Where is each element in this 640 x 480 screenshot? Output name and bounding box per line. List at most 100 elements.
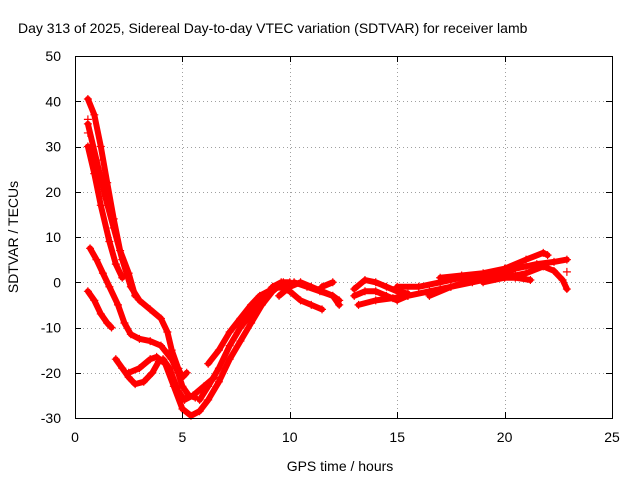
data-point xyxy=(146,337,155,346)
data-point xyxy=(225,328,234,337)
data-point xyxy=(522,269,531,278)
data-point xyxy=(126,330,135,339)
data-point xyxy=(135,296,144,305)
series-arc-1 xyxy=(83,94,140,300)
data-point xyxy=(328,278,337,287)
series-arc-3 xyxy=(83,119,191,382)
data-point xyxy=(118,364,127,373)
data-point xyxy=(161,359,170,368)
data-point xyxy=(550,266,559,275)
data-point xyxy=(393,282,402,291)
data-point xyxy=(86,244,95,253)
data-point xyxy=(146,305,155,314)
data-point xyxy=(255,291,264,300)
data-point xyxy=(371,287,380,296)
data-point xyxy=(92,255,101,264)
data-point xyxy=(195,407,204,416)
data-point xyxy=(204,395,213,404)
data-point xyxy=(382,282,391,291)
data-point xyxy=(103,318,112,327)
data-point xyxy=(152,352,161,361)
data-point xyxy=(92,156,101,165)
data-point xyxy=(436,273,445,282)
x-axis-label: GPS time / hours xyxy=(287,458,394,474)
data-point xyxy=(526,275,535,284)
y-tick-label: 0 xyxy=(53,274,61,290)
data-point xyxy=(195,395,204,404)
data-point xyxy=(543,251,552,260)
data-point xyxy=(446,282,455,291)
series-arc-5 xyxy=(83,287,116,332)
data-point xyxy=(178,382,187,391)
data-point xyxy=(539,262,548,271)
series-trace xyxy=(319,279,336,290)
data-point xyxy=(500,273,509,282)
data-point xyxy=(285,282,294,291)
series-arc-18 xyxy=(436,248,552,282)
data-point xyxy=(403,291,412,300)
data-point xyxy=(163,328,172,337)
series-arc-9 xyxy=(204,282,327,368)
data-point xyxy=(225,355,234,364)
data-point xyxy=(214,346,223,355)
data-point xyxy=(83,115,92,124)
data-point xyxy=(139,377,148,386)
data-point xyxy=(148,368,157,377)
data-point xyxy=(360,287,369,296)
series-arc-12 xyxy=(318,278,337,291)
data-point xyxy=(371,296,380,305)
series-group xyxy=(83,94,571,420)
data-point xyxy=(247,318,256,327)
data-point xyxy=(83,287,92,296)
data-point xyxy=(174,368,183,377)
data-point xyxy=(111,355,120,364)
data-point xyxy=(414,282,423,291)
data-point xyxy=(90,296,99,305)
x-tick-label: 20 xyxy=(497,429,513,445)
data-point xyxy=(275,282,284,291)
data-point xyxy=(318,305,327,314)
data-point xyxy=(479,269,488,278)
data-point xyxy=(204,359,213,368)
data-point xyxy=(111,260,120,269)
data-point xyxy=(558,275,567,284)
y-tick-labels: -30 -20 -10 0 10 20 30 40 50 xyxy=(41,48,61,426)
data-point xyxy=(135,364,144,373)
data-point xyxy=(522,255,531,264)
data-point xyxy=(182,368,191,377)
x-tick-labels: 0 5 10 15 20 25 xyxy=(71,429,620,445)
data-point xyxy=(90,110,99,119)
data-point xyxy=(562,267,571,276)
data-point xyxy=(350,291,359,300)
data-point xyxy=(98,269,107,278)
series-arc-19 xyxy=(479,262,571,294)
gridlines xyxy=(75,56,612,418)
data-point xyxy=(236,337,245,346)
axis-ticks xyxy=(75,56,613,419)
data-point xyxy=(318,282,327,291)
data-point xyxy=(167,346,176,355)
y-tick-label: 50 xyxy=(45,48,61,64)
data-point xyxy=(156,341,165,350)
data-point xyxy=(225,341,234,350)
data-point xyxy=(425,291,434,300)
data-point xyxy=(120,318,129,327)
data-point xyxy=(236,323,245,332)
data-point xyxy=(539,248,548,257)
series-trace xyxy=(84,143,126,281)
data-point xyxy=(96,201,105,210)
data-point xyxy=(109,223,118,232)
data-point xyxy=(350,285,359,294)
y-tick-label: -10 xyxy=(41,320,61,336)
series-trace xyxy=(205,283,325,367)
data-point xyxy=(457,271,466,280)
data-point xyxy=(328,291,337,300)
data-point xyxy=(135,334,144,343)
data-point xyxy=(131,380,140,389)
series-trace xyxy=(84,288,115,331)
data-point xyxy=(105,282,114,291)
data-point xyxy=(290,278,299,287)
data-point xyxy=(83,128,92,137)
y-axis-label: SDTVAR / TECUs xyxy=(5,181,21,293)
